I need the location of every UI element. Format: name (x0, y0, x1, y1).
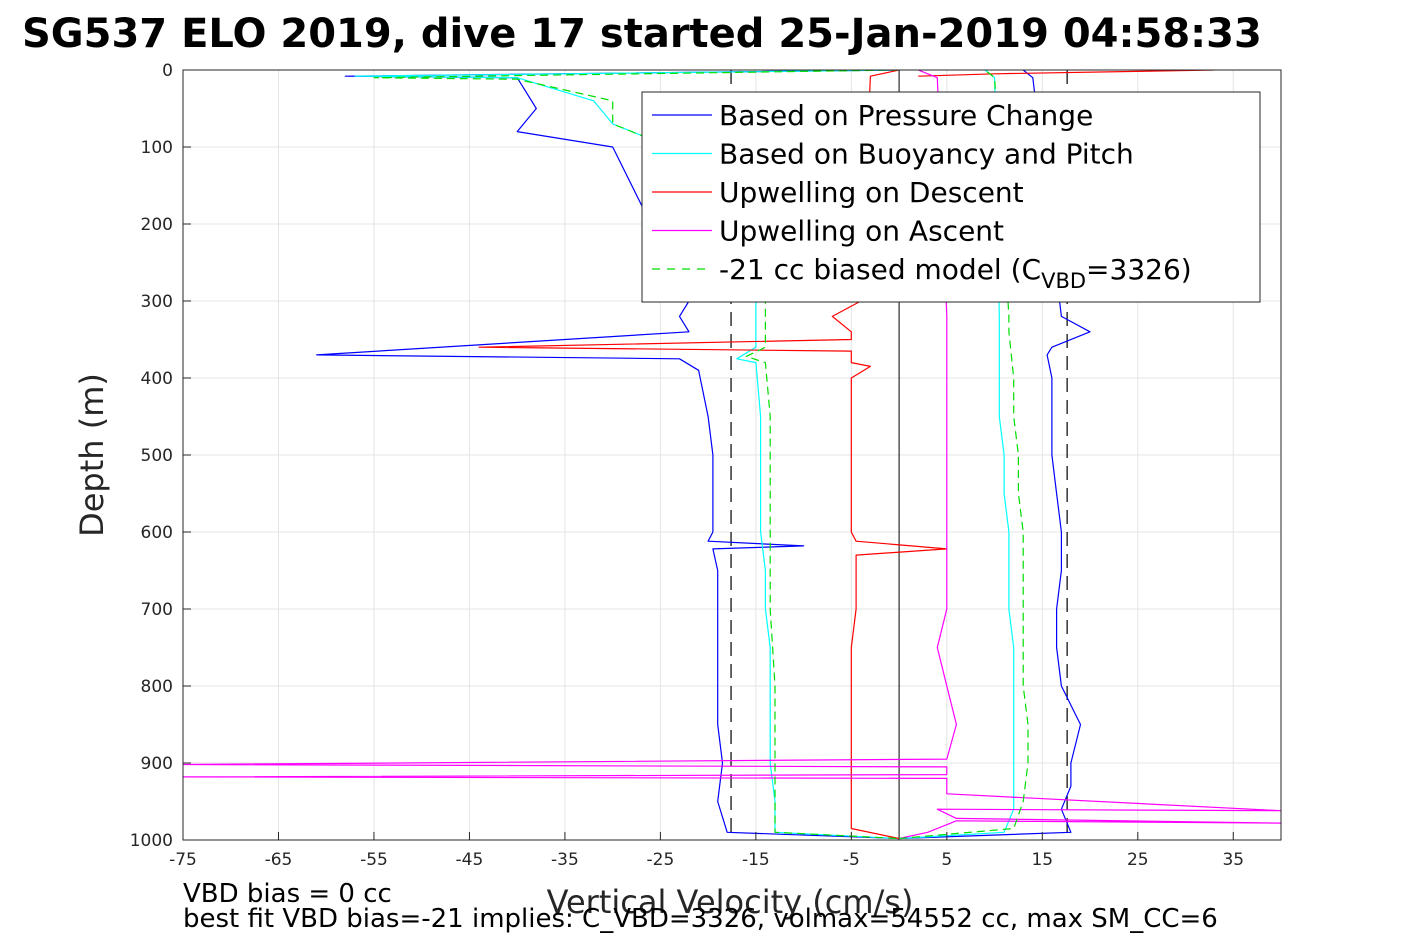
y-tick-label: 400 (141, 369, 173, 389)
y-tick-label: 0 (162, 61, 173, 81)
legend-box (641, 91, 1261, 303)
x-tick-label: -5 (843, 850, 860, 870)
chart-title: SG537 ELO 2019, dive 17 started 25-Jan-2… (22, 11, 1262, 57)
x-tick-label: -65 (265, 850, 293, 870)
y-axis-label: Depth (m) (73, 373, 111, 537)
series-line-3-descent (478, 70, 948, 840)
legend-label: Upwelling on Ascent (719, 215, 1004, 248)
y-tick-label: 800 (141, 677, 173, 697)
y-tick-label: 1000 (130, 831, 173, 851)
series-line-3-ascent (918, 70, 1215, 77)
series-line-1-descent (316, 70, 900, 840)
y-tick-label: 500 (141, 446, 173, 466)
series-line-1-ascent (899, 70, 1091, 840)
legend: Based on Pressure Change Based on Buoyanc… (641, 91, 1261, 303)
series-line-5-descent (373, 70, 900, 840)
x-tick-label: 5 (941, 850, 952, 870)
x-axis-label: Vertical Velocity (cm/s) (547, 883, 914, 921)
legend-label: Upwelling on Descent (719, 176, 1024, 209)
y-tick-label: 600 (141, 523, 173, 543)
x-tick-labels: -75 -65 -55 -45 -35 -25 -15 -5 5 15 25 35 (169, 832, 1244, 870)
x-tick-label: -35 (551, 850, 579, 870)
x-tick-label: -45 (456, 850, 484, 870)
y-tick-labels: 0 100 200 300 400 500 600 700 800 900 1000 (130, 61, 191, 851)
legend-label: Based on Pressure Change (719, 99, 1093, 132)
series-group (183, 70, 1281, 840)
y-tick-label: 700 (141, 600, 173, 620)
footer-vbd-bias: VBD bias = 0 cc (183, 879, 392, 909)
x-tick-label: -15 (742, 850, 770, 870)
series-line-2-descent (354, 70, 900, 840)
x-tick-label: -75 (169, 850, 197, 870)
x-tick-label: 15 (1031, 850, 1053, 870)
y-tick-label: 200 (141, 215, 173, 235)
x-tick-label: 25 (1127, 850, 1149, 870)
legend-label: Based on Buoyancy and Pitch (719, 138, 1134, 171)
x-tick-label: -25 (647, 850, 675, 870)
footer-best-fit: best fit VBD bias=-21 implies: C_VBD=332… (183, 904, 1218, 934)
x-tick-label: 35 (1222, 850, 1244, 870)
series-line-2-ascent (899, 70, 1015, 840)
x-tick-label: -55 (360, 850, 388, 870)
y-tick-label: 300 (141, 292, 173, 312)
series-line-5-ascent (899, 70, 1029, 840)
y-tick-label: 900 (141, 754, 173, 774)
series-line-4-ascent (183, 70, 1281, 840)
y-tick-label: 100 (141, 138, 173, 158)
